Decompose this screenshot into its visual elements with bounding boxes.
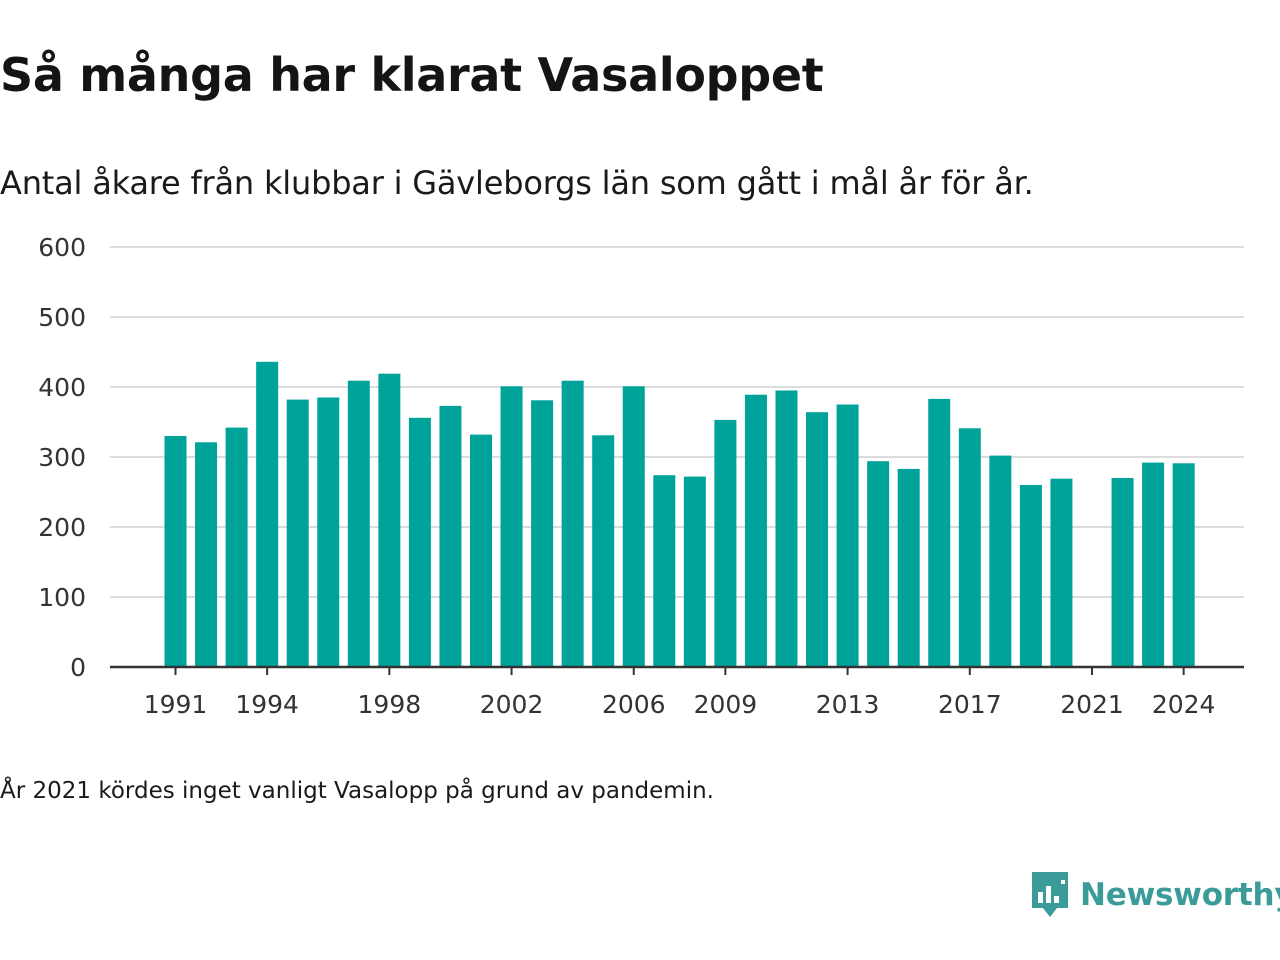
bar-chart: 0 100 200 300 400 500 600 1991 1994 1998 2002 2006 2… — [38, 233, 1244, 719]
bar-2008 — [683, 476, 706, 667]
y-tick-label: 0 — [70, 653, 86, 682]
bar-1998 — [378, 373, 401, 667]
x-tick-label: 1991 — [144, 690, 208, 719]
x-tick-label: 2002 — [480, 690, 544, 719]
bar-2007 — [653, 475, 676, 667]
y-tick-label: 500 — [38, 303, 86, 332]
bar-2024 — [1172, 463, 1195, 667]
x-tick-label: 2006 — [602, 690, 666, 719]
chart-subtitle: Antal åkare från klubbar i Gävleborgs lä… — [0, 164, 1034, 202]
bar-1996 — [317, 397, 340, 667]
x-tick-label: 2024 — [1152, 690, 1216, 719]
x-tick-label: 2017 — [938, 690, 1002, 719]
y-tick-label: 300 — [38, 443, 86, 472]
brand-name: Newsworthy — [1080, 877, 1280, 913]
bar-2017 — [958, 428, 981, 667]
bar-2016 — [928, 398, 951, 667]
bar-2009 — [714, 419, 737, 667]
bar-2004 — [561, 380, 584, 667]
bar-1994 — [256, 361, 279, 667]
x-tick-label: 2021 — [1060, 690, 1124, 719]
bar-2011 — [775, 390, 798, 667]
newsworthy-logo-icon — [1032, 872, 1068, 917]
chart-title: Så många har klarat Vasaloppet — [0, 48, 824, 102]
bar-1999 — [408, 417, 431, 667]
bar-1993 — [225, 427, 248, 667]
x-tick-label: 2013 — [816, 690, 880, 719]
bar-2001 — [470, 434, 492, 667]
footnote: År 2021 kördes inget vanligt Vasalopp på… — [0, 778, 714, 804]
bar-2000 — [439, 405, 462, 667]
bar-2018 — [989, 455, 1012, 667]
y-tick-label: 400 — [38, 373, 86, 402]
x-tick-label: 2009 — [694, 690, 758, 719]
bar-2015 — [897, 468, 920, 667]
bar-2005 — [592, 435, 615, 667]
bar-2020 — [1050, 478, 1073, 667]
y-tick-label: 600 — [38, 233, 86, 262]
newsworthy-logo[interactable]: Newsworthy — [1030, 870, 1280, 920]
bar-2002 — [500, 386, 523, 667]
bar-2023 — [1142, 462, 1165, 667]
bar-2003 — [531, 400, 554, 667]
bar-2014 — [867, 461, 890, 667]
bar-2013 — [836, 404, 859, 667]
bar-1992 — [195, 442, 218, 667]
bar-2012 — [806, 412, 829, 667]
bar-2022 — [1111, 478, 1134, 667]
bar-2010 — [744, 394, 767, 667]
x-tick-label: 1998 — [358, 690, 422, 719]
bar-1997 — [347, 380, 370, 667]
bar-1995 — [286, 399, 309, 667]
bar-2006 — [622, 386, 645, 667]
bar-1991 — [164, 436, 187, 667]
bar-2019 — [1019, 485, 1042, 667]
y-tick-label: 100 — [38, 583, 86, 612]
x-tick-label: 1994 — [235, 690, 299, 719]
y-tick-label: 200 — [38, 513, 86, 542]
